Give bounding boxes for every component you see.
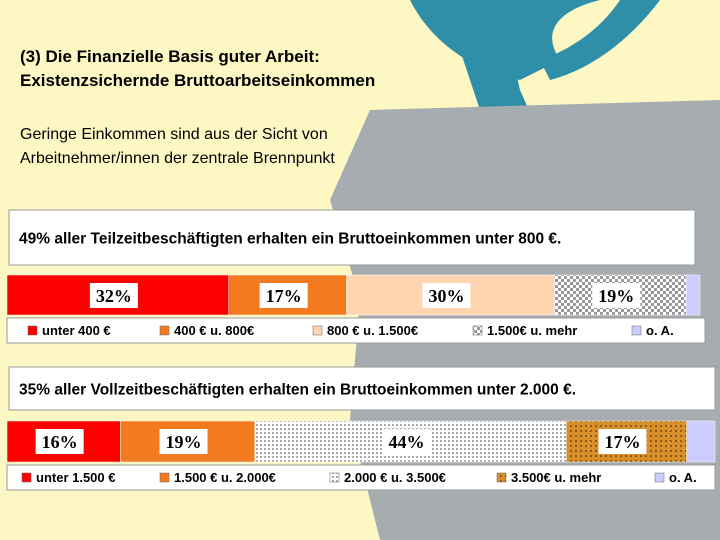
legend-label: 2.000 € u. 3.500€ — [344, 470, 446, 485]
legend-marker — [159, 325, 170, 336]
tree-branch — [540, 0, 660, 80]
legend-marker — [472, 325, 483, 336]
legend-box — [6, 464, 716, 491]
data-label: 30% — [429, 286, 465, 306]
title: (3) Die Finanzielle Basis guter Arbeit: — [20, 47, 320, 66]
legend-marker — [496, 472, 507, 483]
legend-marker — [654, 472, 665, 483]
data-label: 19% — [166, 432, 202, 452]
legend-label: unter 1.500 € — [36, 470, 116, 485]
label-box — [35, 429, 84, 454]
legend-box — [6, 317, 706, 344]
data-label: 32% — [96, 286, 132, 306]
header-box — [8, 209, 696, 266]
title: Existenzsichernde Bruttoarbeitseinkommen — [20, 71, 375, 90]
subtitle: Geringe Einkommen sind aus der Sicht von — [20, 126, 328, 143]
bar-segment — [686, 420, 716, 463]
data-label: 44% — [389, 432, 425, 452]
bar-segment — [685, 274, 701, 316]
legend-label: o. A. — [646, 323, 674, 338]
subtitle: Arbeitnehmer/innen der zentrale Brennpun… — [20, 150, 335, 167]
legend-marker — [312, 325, 323, 336]
chart-title: 49% aller Teilzeitbeschäftigten erhalten… — [19, 231, 561, 248]
legend-label: 1.500 € u. 2.000€ — [174, 470, 276, 485]
label-box — [382, 429, 431, 454]
label-box — [422, 283, 471, 308]
legend-label: 1.500€ u. mehr — [487, 323, 577, 338]
legend-marker — [631, 325, 642, 336]
data-label: 17% — [605, 432, 641, 452]
legend-marker — [329, 472, 340, 483]
legend-marker — [21, 472, 32, 483]
label-box — [159, 429, 208, 454]
legend-marker — [27, 325, 38, 336]
bar-segment — [6, 420, 121, 463]
chart-title: 35% aller Vollzeitbeschäftigten erhalten… — [19, 382, 576, 399]
label-box — [89, 283, 138, 308]
header-box — [8, 366, 716, 411]
legend-label: unter 400 € — [42, 323, 111, 338]
legend-marker — [159, 472, 170, 483]
legend-label: 800 € u. 1.500€ — [327, 323, 418, 338]
data-label: 16% — [42, 432, 78, 452]
label-box — [592, 283, 641, 308]
data-label: 17% — [266, 286, 302, 306]
legend-label: 3.500€ u. mehr — [511, 470, 601, 485]
data-label: 19% — [598, 286, 634, 306]
legend-label: o. A. — [669, 470, 697, 485]
label-box — [598, 429, 647, 454]
legend-label: 400 € u. 800€ — [174, 323, 254, 338]
label-box — [259, 283, 308, 308]
